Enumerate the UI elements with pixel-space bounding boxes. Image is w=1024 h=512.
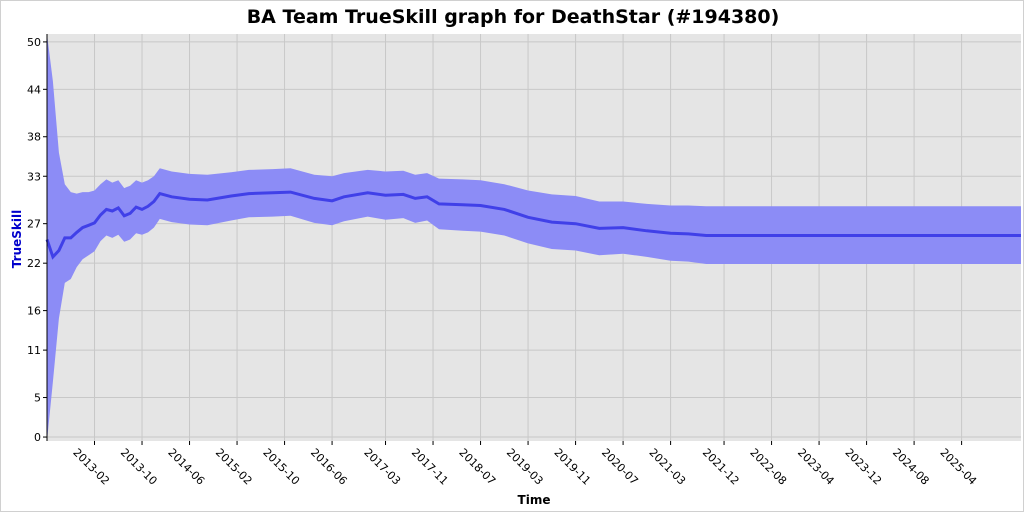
x-tick-label: 2017-03 bbox=[361, 446, 403, 488]
x-tick-label: 2020-07 bbox=[599, 446, 641, 488]
x-axis-title: Time bbox=[518, 493, 551, 507]
y-tick-label: 44 bbox=[27, 83, 41, 96]
x-tick-label: 2019-11 bbox=[551, 446, 593, 488]
x-axis-ticks: 2013-02 2013-10 2014-06 2015-02 2015-10 2016-… bbox=[70, 441, 979, 488]
x-tick-label: 2013-10 bbox=[118, 446, 160, 488]
y-tick-label: 11 bbox=[27, 344, 41, 357]
y-tick-label: 27 bbox=[27, 218, 41, 231]
x-tick-label: 2019-03 bbox=[504, 446, 546, 488]
x-tick-label: 2023-04 bbox=[795, 446, 837, 488]
y-tick-label: 38 bbox=[27, 131, 41, 144]
y-tick-label: 33 bbox=[27, 170, 41, 183]
x-tick-label: 2025-04 bbox=[937, 446, 979, 488]
x-tick-label: 2015-10 bbox=[260, 446, 302, 488]
x-tick-label: 2021-12 bbox=[700, 446, 742, 488]
y-tick-label: 0 bbox=[34, 431, 41, 444]
x-tick-label: 2022-08 bbox=[747, 446, 789, 488]
x-tick-label: 2014-06 bbox=[165, 446, 207, 488]
y-tick-label: 50 bbox=[27, 36, 41, 49]
x-tick-label: 2016-06 bbox=[308, 446, 350, 488]
x-tick-label: 2021-03 bbox=[646, 446, 688, 488]
mean-trueskill-line bbox=[45, 190, 1021, 260]
x-tick-label: 2017-11 bbox=[409, 446, 451, 488]
x-tick-label: 2024-08 bbox=[890, 446, 932, 488]
x-tick-label: 2023-12 bbox=[842, 446, 884, 488]
y-axis-title: TrueSkill bbox=[10, 210, 24, 268]
y-tick-label: 16 bbox=[27, 305, 41, 318]
x-tick-label: 2013-02 bbox=[70, 446, 112, 488]
y-axis-ticks: 0 5 11 16 22 27 33 38 44 50 bbox=[27, 36, 47, 444]
chart-title: BA Team TrueSkill graph for DeathStar (#… bbox=[246, 6, 780, 28]
uncertainty-band bbox=[47, 34, 1021, 441]
x-tick-label: 2015-02 bbox=[213, 446, 255, 488]
x-tick-label: 2018-07 bbox=[456, 446, 498, 488]
y-tick-label: 22 bbox=[27, 257, 41, 270]
y-tick-label: 5 bbox=[34, 392, 41, 405]
